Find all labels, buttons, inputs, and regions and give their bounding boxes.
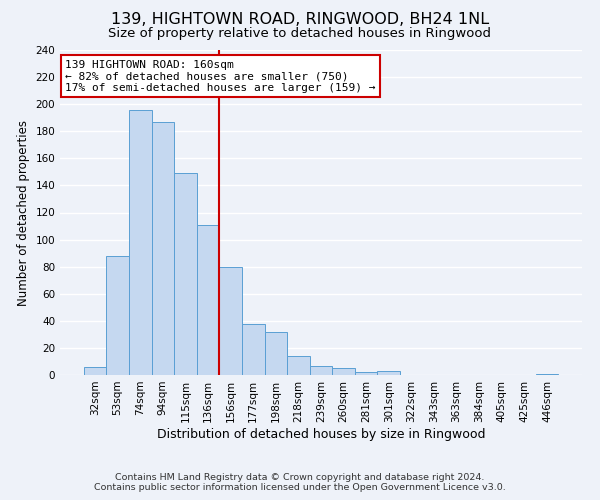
Bar xyxy=(84,367,106,375)
Bar xyxy=(197,224,220,375)
Text: Size of property relative to detached houses in Ringwood: Size of property relative to detached ho… xyxy=(109,28,491,40)
Bar xyxy=(174,173,197,375)
Text: Contains HM Land Registry data © Crown copyright and database right 2024.
Contai: Contains HM Land Registry data © Crown c… xyxy=(94,473,506,492)
Text: 139 HIGHTOWN ROAD: 160sqm
← 82% of detached houses are smaller (750)
17% of semi: 139 HIGHTOWN ROAD: 160sqm ← 82% of detac… xyxy=(65,60,376,93)
Bar xyxy=(536,374,558,375)
X-axis label: Distribution of detached houses by size in Ringwood: Distribution of detached houses by size … xyxy=(157,428,485,440)
Bar xyxy=(220,266,242,375)
Bar xyxy=(287,356,310,375)
Bar xyxy=(265,332,287,375)
Bar xyxy=(332,368,355,375)
Bar xyxy=(355,372,377,375)
Y-axis label: Number of detached properties: Number of detached properties xyxy=(17,120,30,306)
Bar xyxy=(242,324,265,375)
Bar xyxy=(106,256,129,375)
Bar xyxy=(377,371,400,375)
Bar xyxy=(152,122,174,375)
Bar xyxy=(310,366,332,375)
Text: 139, HIGHTOWN ROAD, RINGWOOD, BH24 1NL: 139, HIGHTOWN ROAD, RINGWOOD, BH24 1NL xyxy=(111,12,489,28)
Bar xyxy=(129,110,152,375)
